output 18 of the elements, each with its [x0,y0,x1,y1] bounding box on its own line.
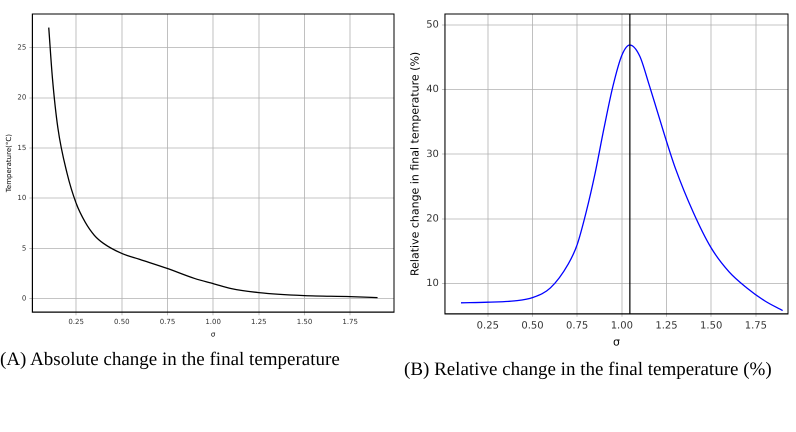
x-tick-label: 1.00 [610,320,633,332]
y-tick-label: 50 [426,20,439,31]
y-tick-label: 10 [426,278,439,290]
line-series [48,26,378,298]
x-tick-label: 1.25 [655,320,678,332]
text: (A) Absolute change in the final temperature [0,348,341,372]
text: (B) Relative change in the final temperature (%) [404,358,773,382]
x-tick-label: 1.50 [700,320,722,332]
x-axis-title: σ [612,335,620,348]
x-tick-label: 0.25 [476,320,499,332]
x-tick-label: 0.50 [521,320,544,332]
x-tick-label: 0.75 [566,320,588,332]
line-series [460,44,784,312]
y-tick-label: 20 [426,213,439,224]
y-tick-label: 30 [426,148,439,160]
x-tick-label: 1.75 [744,320,767,332]
y-axis-title: Relative change in final temperature (%) [408,52,422,276]
y-tick-label: 40 [426,84,439,96]
